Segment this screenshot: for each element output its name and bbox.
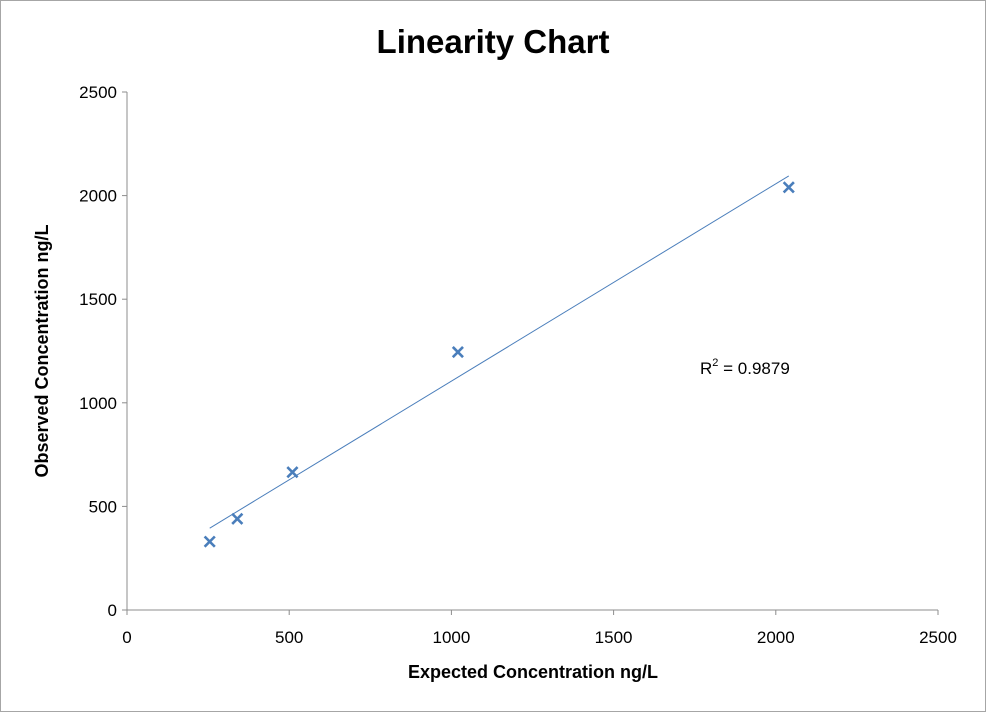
r-squared-label: R2 = 0.9879 xyxy=(700,357,790,378)
r-squared-base: R xyxy=(700,359,712,378)
r-squared-value: = 0.9879 xyxy=(718,359,789,378)
tick-labels: 0 500 1000 1500 2000 2500 0 500 1000 1500 2000 2500 xyxy=(79,83,957,647)
data-point xyxy=(451,345,464,359)
y-axis-title: Observed Concentration ng/L xyxy=(32,224,52,477)
x-tick-label: 500 xyxy=(275,628,303,647)
trendline xyxy=(209,175,790,529)
y-tick-label: 2000 xyxy=(79,187,117,206)
y-tick-label: 1000 xyxy=(79,394,117,413)
x-tick-label: 1500 xyxy=(595,628,633,647)
x-axis-title: Expected Concentration ng/L xyxy=(408,662,658,682)
data-point xyxy=(231,512,244,525)
data-point xyxy=(286,466,299,479)
y-tick-label: 0 xyxy=(108,601,117,620)
y-tick-label: 500 xyxy=(89,497,117,516)
axes xyxy=(122,91,939,615)
trendline-group xyxy=(209,175,790,529)
chart-title: Linearity Chart xyxy=(377,23,610,60)
r-squared-sup: 2 xyxy=(712,357,718,369)
data-point xyxy=(782,181,795,194)
y-tick-label: 2500 xyxy=(79,83,117,102)
x-tick-label: 2000 xyxy=(757,628,795,647)
y-tick-label: 1500 xyxy=(79,290,117,309)
data-point xyxy=(203,535,216,548)
x-tick-label: 2500 xyxy=(919,628,957,647)
data-points xyxy=(203,181,795,548)
x-tick-label: 1000 xyxy=(432,628,470,647)
x-tick-label: 0 xyxy=(122,628,131,647)
